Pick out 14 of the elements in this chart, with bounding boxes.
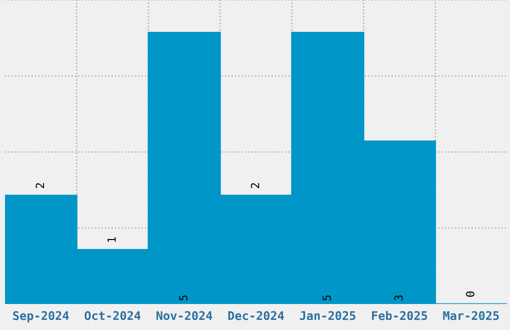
x-tick-label: Feb-2025 — [372, 310, 428, 320]
data-label: 0 — [466, 292, 474, 297]
data-label: 5 — [322, 295, 331, 301]
data-label: 2 — [250, 183, 260, 188]
x-tick-label: Sep-2024 — [13, 311, 69, 322]
x-tick-label: Jan-2025 — [300, 311, 356, 320]
data-label: 1 — [108, 237, 116, 242]
x-tick-label: Oct-2024 — [84, 311, 140, 320]
data-label: 3 — [394, 295, 403, 301]
x-tick-label: Nov-2024 — [156, 311, 212, 320]
x-tick-label: Mar-2025 — [443, 311, 499, 320]
data-label: 2 — [36, 183, 44, 188]
x-tick-label: Dec-2024 — [228, 311, 284, 320]
data-label: 5 — [179, 295, 188, 301]
